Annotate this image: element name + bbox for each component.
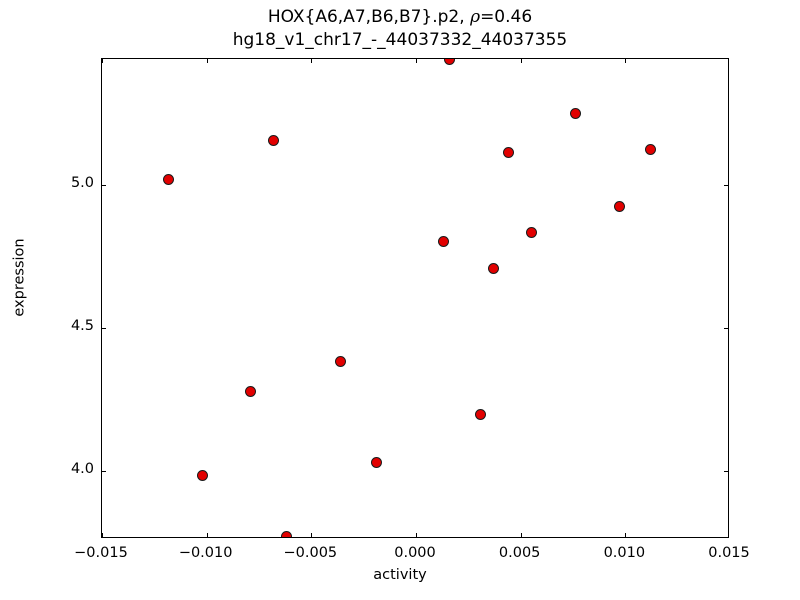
y-axis-label-wrap: expression [9,198,28,358]
scatter-point [196,469,208,481]
chart-title-line-2: hg18_v1_chr17_-_44037332_44037355 [232,30,568,50]
x-axis-label: activity [373,567,427,583]
chart-title-line-1: HOX{A6,A7,B6,B7}.p2, ρ=0.46 [0,6,800,29]
scatter-point [569,108,581,120]
y-axis-tick-label: 4.0 [70,460,94,477]
x-axis-tick [520,533,522,537]
y-axis-tick-right [724,327,728,329]
x-axis-tick-label: 0.005 [498,545,541,561]
rho-symbol: ρ [470,7,481,27]
x-axis-tick [311,533,313,537]
scatter-point [443,59,455,65]
x-axis-tick-top [102,59,103,63]
scatter-point [335,356,347,368]
chart-title-line-1-prefix: HOX{A6,A7,B6,B7}.p2, [267,7,471,27]
scatter-point [370,456,382,468]
y-axis-tick-right [724,470,728,472]
scatter-point [525,226,537,238]
y-axis-tick-label: 5.0 [70,174,94,191]
y-axis-tick [102,327,106,329]
scatter-point [437,236,449,248]
x-axis-tick-label: −0.010 [178,545,233,561]
x-axis-tick-top [206,59,208,63]
x-axis-tick [206,533,208,537]
x-axis-tick-top [625,59,627,63]
x-axis-tick-top [416,59,417,63]
scatter-point [644,144,656,156]
plot-area [101,58,729,538]
y-axis-tick-label: 4.5 [70,317,94,334]
x-axis-tick-label: −0.005 [283,545,338,561]
scatter-point [268,134,280,146]
y-axis-tick [102,184,106,186]
x-axis-tick-label: 0.000 [394,545,436,561]
y-axis-label: expression [11,238,28,317]
y-axis-tick-right [724,184,728,186]
scatter-point [475,409,487,421]
scatter-point [280,531,292,537]
x-axis-tick [102,533,103,537]
x-axis-tick-top [520,59,522,63]
scatter-point [487,262,499,274]
chart-title-line-1-suffix: =0.46 [480,7,533,27]
x-axis-tick-label: −0.015 [74,545,128,561]
chart-title: HOX{A6,A7,B6,B7}.p2, ρ=0.46 hg18_v1_chr1… [0,6,800,52]
x-axis-tick-label: 0.010 [603,545,646,561]
scatter-point [163,174,175,186]
x-axis-tick [416,533,417,537]
x-axis-tick-label: 0.015 [708,545,750,561]
x-axis-tick [625,533,627,537]
scatter-point [245,385,257,397]
scatter-point [502,147,514,159]
scatter-point [613,201,625,213]
x-axis-tick-top [311,59,313,63]
y-axis-tick [102,470,106,472]
